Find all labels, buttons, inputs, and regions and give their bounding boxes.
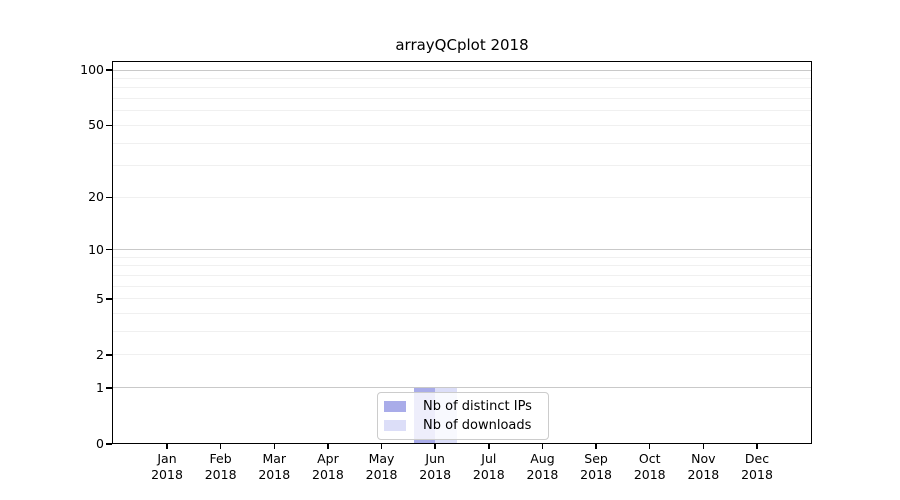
x-tick-mark-sep bbox=[595, 444, 597, 449]
y-tick-label-1: 1 bbox=[96, 379, 104, 395]
x-tick-mark-jul bbox=[488, 444, 490, 449]
x-tick-label-apr: Apr 2018 bbox=[312, 451, 344, 482]
y-tick-mark-1 bbox=[106, 387, 112, 389]
chart-title: arrayQCplot 2018 bbox=[395, 36, 529, 54]
x-tick-label-feb: Feb 2018 bbox=[204, 451, 237, 482]
legend-swatch-distinct-ips bbox=[384, 401, 406, 412]
legend-swatch-downloads bbox=[384, 420, 406, 431]
x-tick-label-oct: Oct 2018 bbox=[633, 451, 666, 482]
legend-label-distinct-ips: Nb of distinct IPs bbox=[423, 399, 532, 414]
x-tick-mark-dec bbox=[756, 444, 758, 449]
y-tick-label-50: 50 bbox=[88, 117, 104, 133]
y-tick-mark-50 bbox=[106, 124, 112, 127]
x-tick-mark-oct bbox=[648, 444, 651, 449]
x-tick-label-jan: Jan 2018 bbox=[151, 451, 183, 482]
x-tick-mark-jan bbox=[166, 444, 168, 449]
legend-item-downloads: Nb of downloads bbox=[384, 416, 540, 435]
y-tick-mark-0 bbox=[106, 443, 112, 445]
gridline-minor-9 bbox=[112, 256, 812, 258]
y-tick-label-0: 0 bbox=[96, 436, 104, 451]
legend-item-distinct-ips: Nb of distinct IPs bbox=[384, 397, 540, 416]
y-tick-mark-10 bbox=[106, 248, 112, 251]
plot-area bbox=[112, 61, 812, 444]
y-tick-mark-100 bbox=[106, 69, 112, 71]
y-tick-mark-5 bbox=[106, 298, 112, 300]
x-tick-mark-feb bbox=[219, 444, 222, 449]
gridline-minor-70 bbox=[112, 98, 812, 100]
x-tick-mark-mar bbox=[273, 444, 276, 449]
x-tick-label-aug: Aug 2018 bbox=[526, 451, 559, 482]
y-tick-label-10: 10 bbox=[88, 241, 104, 257]
x-tick-label-nov: Nov 2018 bbox=[687, 451, 720, 482]
x-tick-mark-may bbox=[380, 444, 383, 449]
gridline-minor-4 bbox=[112, 313, 812, 315]
gridline-major-100 bbox=[112, 69, 812, 71]
gridline-minor-60 bbox=[112, 110, 812, 112]
y-tick-mark-20 bbox=[106, 196, 112, 199]
gridline-minor-5 bbox=[112, 298, 812, 300]
gridline-minor-8 bbox=[112, 265, 812, 267]
x-tick-label-may: May 2018 bbox=[365, 451, 398, 482]
gridline-minor-6 bbox=[112, 285, 812, 287]
gridline-minor-3 bbox=[112, 331, 812, 333]
x-tick-mark-aug bbox=[541, 444, 544, 449]
gridline-minor-30 bbox=[112, 165, 812, 167]
x-tick-label-dec: Dec 2018 bbox=[741, 451, 773, 482]
x-tick-mark-nov bbox=[702, 444, 705, 449]
gridline-minor-7 bbox=[112, 274, 812, 276]
x-tick-label-jul: Jul 2018 bbox=[472, 451, 505, 482]
y-tick-mark-2 bbox=[106, 354, 112, 356]
gridline-minor-2 bbox=[112, 354, 812, 356]
gridline-minor-80 bbox=[112, 87, 812, 89]
y-tick-label-20: 20 bbox=[88, 189, 104, 205]
x-tick-label-mar: Mar 2018 bbox=[258, 451, 291, 482]
gridline-minor-40 bbox=[112, 142, 812, 144]
x-tick-label-sep: Sep 2018 bbox=[580, 451, 612, 482]
y-tick-label-2: 2 bbox=[96, 346, 104, 362]
x-tick-label-jun: Jun 2018 bbox=[419, 451, 452, 482]
gridline-minor-90 bbox=[112, 77, 812, 79]
legend: Nb of distinct IPs Nb of downloads bbox=[377, 392, 549, 440]
x-tick-mark-jun bbox=[434, 444, 436, 449]
y-tick-label-5: 5 bbox=[96, 290, 104, 306]
gridline-minor-50 bbox=[112, 124, 812, 126]
y-tick-label-100: 100 bbox=[80, 62, 104, 77]
legend-label-downloads: Nb of downloads bbox=[423, 418, 532, 433]
gridline-minor-20 bbox=[112, 196, 812, 198]
gridline-major-1 bbox=[112, 387, 812, 389]
gridline-major-10 bbox=[112, 249, 812, 251]
x-tick-mark-apr bbox=[327, 444, 329, 449]
